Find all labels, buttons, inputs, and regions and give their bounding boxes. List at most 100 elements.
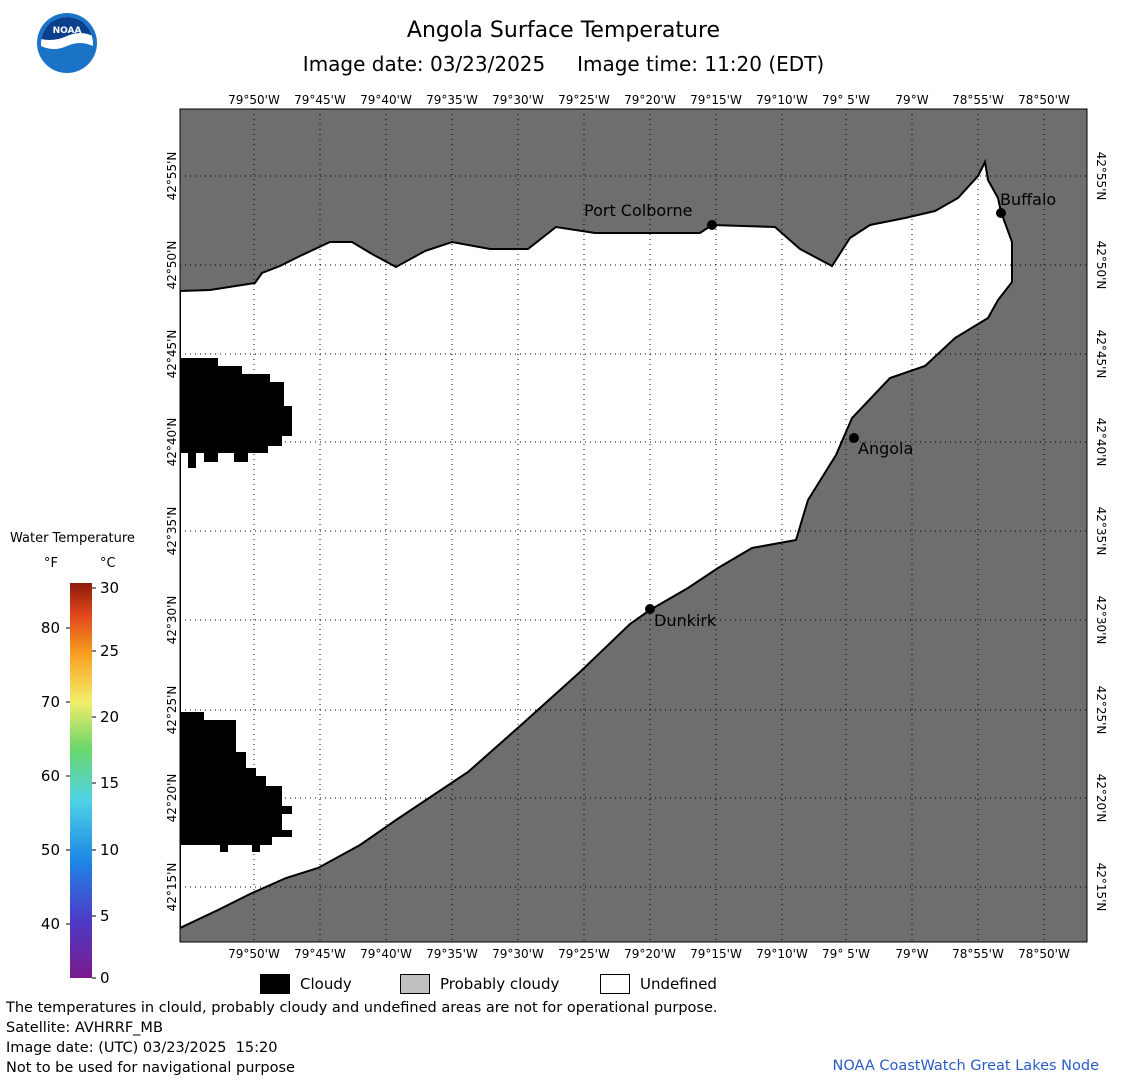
lat-label: 42°30'N (165, 596, 179, 645)
lon-label: 79°35'W (426, 93, 478, 107)
cb-c-tick: 30 (100, 579, 119, 597)
cb-f-tick: 70 (41, 693, 60, 711)
footer-notes: The temperatures in clould, probably clo… (6, 998, 717, 1078)
lon-label: 79°20'W (624, 947, 676, 961)
lon-label: 79° 5'W (822, 93, 870, 107)
lon-label: 78°50'W (1018, 947, 1070, 961)
lat-label: 42°55'N (165, 152, 179, 201)
colorbar-unit-f: °F (44, 556, 58, 571)
lon-label: 79°15'W (690, 947, 742, 961)
lat-label: 42°40'N (165, 418, 179, 467)
cb-c-tick: 0 (100, 969, 110, 987)
map-subtitle: Image date: 03/23/2025 Image time: 11:20… (0, 52, 1127, 76)
lat-label: 42°50'N (1094, 241, 1108, 290)
cb-c-tick: 15 (100, 774, 119, 792)
cb-c-tick: 10 (100, 841, 119, 859)
lon-label: 79°35'W (426, 947, 478, 961)
lon-label: 79°50'W (228, 93, 280, 107)
cb-f-tick: 60 (41, 767, 60, 785)
cloud-patch-north (180, 358, 292, 468)
lon-label: 78°50'W (1018, 93, 1070, 107)
disclaimer-text: The temperatures in clould, probably clo… (6, 1000, 718, 1016)
colorbar-f-labels: 80 70 60 50 40 (41, 619, 60, 933)
place-label-dunkirk: Dunkirk (654, 611, 717, 630)
lon-label: 79°50'W (228, 947, 280, 961)
cb-c-tick: 20 (100, 708, 119, 726)
latitude-labels-right: 42°55'N 42°50'N 42°45'N 42°40'N 42°35'N … (1094, 152, 1108, 912)
noaa-logo-icon: NOAA (37, 13, 97, 73)
lat-label: 42°40'N (1094, 418, 1108, 467)
map-frame (179, 108, 1088, 943)
lat-label: 42°15'N (165, 863, 179, 912)
legend-item-cloudy: Cloudy (260, 974, 352, 994)
colorbar-c-labels: 30 25 20 15 10 5 0 (100, 579, 119, 987)
cb-c-tick: 5 (100, 907, 110, 925)
utc-date-text: Image date: (UTC) 03/23/2025 15:20 (6, 1040, 278, 1056)
graticule (180, 109, 1087, 942)
lon-label: 79°30'W (492, 93, 544, 107)
lon-label: 79°W (895, 947, 928, 961)
legend-item-undefined: Undefined (600, 974, 717, 994)
lat-label: 42°35'N (1094, 507, 1108, 556)
cb-f-tick: 50 (41, 841, 60, 859)
longitude-labels-top: 79°50'W 79°45'W 79°40'W 79°35'W 79°30'W … (228, 93, 1070, 107)
colorbar-title: Water Temperature (10, 531, 135, 546)
legend-label: Probably cloudy (440, 975, 560, 993)
lon-label: 79°W (895, 93, 928, 107)
lat-label: 42°15'N (1094, 863, 1108, 912)
lat-label: 42°45'N (165, 330, 179, 379)
lon-label: 79°25'W (558, 93, 610, 107)
noaa-logo-text: NOAA (53, 26, 82, 36)
lake-erie-water (180, 158, 1013, 930)
lon-label: 79° 5'W (822, 947, 870, 961)
lat-label: 42°20'N (1094, 774, 1108, 823)
lon-label: 79°45'W (294, 93, 346, 107)
lon-label: 79°45'W (294, 947, 346, 961)
lat-label: 42°35'N (165, 507, 179, 556)
lat-label: 42°25'N (165, 686, 179, 735)
place-label-angola: Angola (858, 439, 913, 458)
angola-marker (849, 433, 859, 443)
buffalo-marker (996, 208, 1006, 218)
legend-swatch-probably-cloudy (400, 974, 430, 994)
lon-label: 78°55'W (952, 947, 1004, 961)
legend-swatch-cloudy (260, 974, 290, 994)
longitude-labels-bottom: 79°50'W 79°45'W 79°40'W 79°35'W 79°30'W … (228, 947, 1070, 961)
legend-label: Cloudy (300, 975, 352, 993)
cloud-patch-south (180, 712, 292, 852)
lon-label: 79°40'W (360, 93, 412, 107)
legend-item-probably-cloudy: Probably cloudy (400, 974, 559, 994)
map-title: Angola Surface Temperature (406, 18, 721, 43)
dunkirk-marker (645, 604, 655, 614)
lat-label: 42°45'N (1094, 330, 1108, 379)
legend-swatch-undefined (600, 974, 630, 994)
lat-label: 42°20'N (165, 774, 179, 823)
lon-label: 79°25'W (558, 947, 610, 961)
lon-label: 79°20'W (624, 93, 676, 107)
legend-label: Undefined (640, 975, 717, 993)
place-label-port-colborne: Port Colborne (584, 201, 692, 220)
port-colborne-marker (707, 220, 717, 230)
lon-label: 79°30'W (492, 947, 544, 961)
lat-label: 42°30'N (1094, 596, 1108, 645)
lon-label: 79°15'W (690, 93, 742, 107)
cb-c-tick: 25 (100, 642, 119, 660)
colorbar-ticks (66, 587, 96, 979)
credit-text: NOAA CoastWatch Great Lakes Node (832, 1058, 1099, 1074)
navigation-warning: Not to be used for navigational purpose (6, 1060, 295, 1076)
colorbar-unit-c: °C (100, 556, 116, 571)
lon-label: 78°55'W (952, 93, 1004, 107)
image-time-label: Image time: 11:20 (EDT) (577, 52, 825, 76)
satellite-text: Satellite: AVHRRF_MB (6, 1020, 163, 1036)
place-label-buffalo: Buffalo (1000, 190, 1056, 209)
cb-f-tick: 40 (41, 915, 60, 933)
lat-label: 42°25'N (1094, 686, 1108, 735)
lon-label: 79°40'W (360, 947, 412, 961)
latitude-labels-left: 42°55'N 42°50'N 42°45'N 42°40'N 42°35'N … (165, 152, 179, 912)
image-date-label: Image date: 03/23/2025 (302, 52, 546, 76)
lon-label: 79°10'W (756, 93, 808, 107)
lon-label: 79°10'W (756, 947, 808, 961)
lat-label: 42°55'N (1094, 152, 1108, 201)
cb-f-tick: 80 (41, 619, 60, 637)
